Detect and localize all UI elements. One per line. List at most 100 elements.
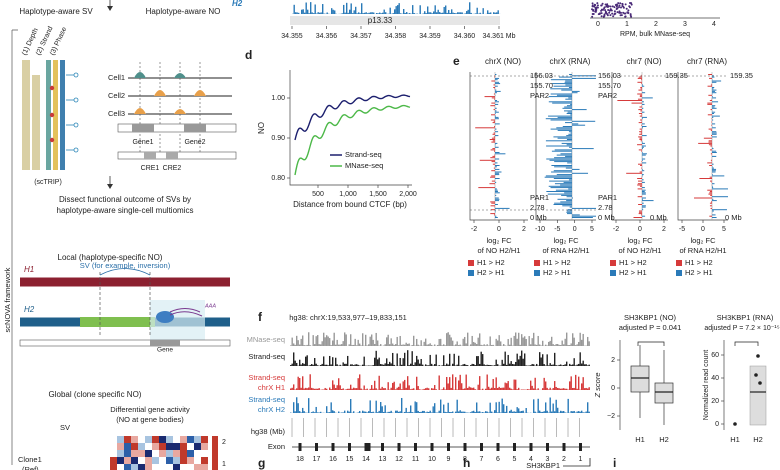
label: 5: [590, 226, 594, 233]
fc-bar: [493, 84, 495, 86]
scatter-dot: [618, 4, 621, 7]
coverage-bar: [534, 411, 536, 413]
coverage-bar: [317, 412, 319, 413]
fc-bar: [712, 214, 716, 216]
coverage-bar: [367, 13, 369, 14]
coverage-bar: [309, 345, 311, 346]
coverage-bar: [530, 380, 532, 390]
axis: [611, 72, 668, 221]
coverage-bar: [525, 408, 527, 413]
fc-bar: [712, 90, 715, 92]
coverage-bar: [320, 365, 322, 366]
fc-bar: [710, 207, 712, 209]
coverage-bar: [552, 344, 554, 346]
fc-bar: [495, 181, 497, 183]
coverage-bar: [518, 387, 520, 390]
fc-bar: [565, 98, 572, 100]
coverage-bar: [397, 5, 399, 14]
coverage-bar: [494, 365, 496, 366]
label: 2: [654, 21, 658, 28]
fc-bar: [494, 150, 495, 152]
fc-bar: [637, 144, 642, 146]
exon: [430, 443, 434, 451]
coverage-bar: [396, 353, 398, 366]
coverage-bar: [439, 12, 441, 14]
coverage-bar: [512, 411, 514, 413]
fc-bar: [572, 90, 580, 92]
scatter-dot: [620, 11, 623, 14]
coverage-bar: [387, 411, 389, 413]
fc-bar: [570, 103, 572, 105]
coverage-bar: [570, 411, 572, 413]
coverage-bar: [318, 412, 320, 413]
scatter-dot: [630, 3, 633, 6]
fc-bar: [490, 209, 495, 211]
heat-cell: [124, 457, 131, 464]
coverage-bar: [524, 353, 526, 366]
heat-cell: [187, 457, 194, 464]
coverage-bar: [428, 388, 430, 390]
coverage-bar: [434, 364, 436, 366]
legend-swatch: [534, 260, 540, 266]
coverage-bar: [426, 344, 428, 346]
heat-cell: [152, 450, 159, 457]
coverage-bar: [558, 364, 560, 366]
fc-bar: [708, 141, 712, 143]
coverage-bar: [471, 387, 473, 390]
fc-bar: [638, 136, 642, 138]
scatter-dot: [616, 11, 619, 14]
scatter-dot: [608, 9, 611, 12]
label: 155.70: [530, 81, 553, 90]
fc-bar: [641, 150, 642, 152]
coverage-bar: [315, 406, 317, 413]
coverage-bar: [458, 411, 460, 413]
label: 10: [428, 456, 436, 463]
scatter-dot: [593, 3, 596, 6]
fc-bar: [642, 154, 646, 156]
fc-bar: [642, 209, 644, 211]
fc-bar: [712, 133, 717, 135]
axis: [535, 72, 596, 221]
coverage-bar: [530, 344, 532, 346]
coverage-bar: [474, 389, 476, 390]
fc-bar: [565, 167, 572, 169]
fc-bar: [567, 162, 572, 164]
coverage-bar: [581, 339, 583, 346]
coverage-bar: [434, 403, 436, 413]
label: 155.70: [598, 81, 621, 90]
coverage-bar: [555, 399, 557, 413]
coverage-bar: [533, 388, 535, 390]
coverage-bar: [294, 411, 296, 413]
fc-bar: [712, 105, 716, 107]
heat-cell: [152, 436, 159, 443]
fc-bar: [710, 180, 712, 182]
heat-cell: [166, 443, 173, 450]
coverage-bar: [336, 385, 338, 390]
coverage-bar: [407, 412, 409, 413]
label: of RNA H2/H1: [542, 246, 589, 255]
fc-bar: [712, 119, 714, 121]
coverage-bar: [588, 411, 590, 413]
coverage-bar: [410, 363, 412, 366]
coverage-bar: [468, 386, 470, 390]
coverage-bar: [303, 363, 305, 366]
coverage-bar: [479, 12, 481, 14]
fc-bar: [489, 139, 495, 140]
fc-bar: [478, 187, 495, 189]
coverage-bar: [297, 376, 299, 390]
coverage-bar: [470, 344, 472, 346]
coverage-bar: [519, 411, 521, 413]
coverage-bar: [552, 388, 554, 390]
exon: [397, 443, 401, 451]
fc-bar: [712, 97, 717, 99]
coverage-bar: [552, 364, 554, 366]
fc-bar: [712, 185, 713, 187]
coverage-bar: [312, 411, 314, 413]
label: H1 > H2: [685, 258, 713, 267]
coverage-bar: [422, 13, 424, 14]
coverage-bar: [308, 387, 310, 390]
exon: [364, 443, 371, 451]
box: [749, 365, 767, 426]
fc-bar: [709, 202, 712, 204]
scatter-dot: [617, 6, 620, 9]
